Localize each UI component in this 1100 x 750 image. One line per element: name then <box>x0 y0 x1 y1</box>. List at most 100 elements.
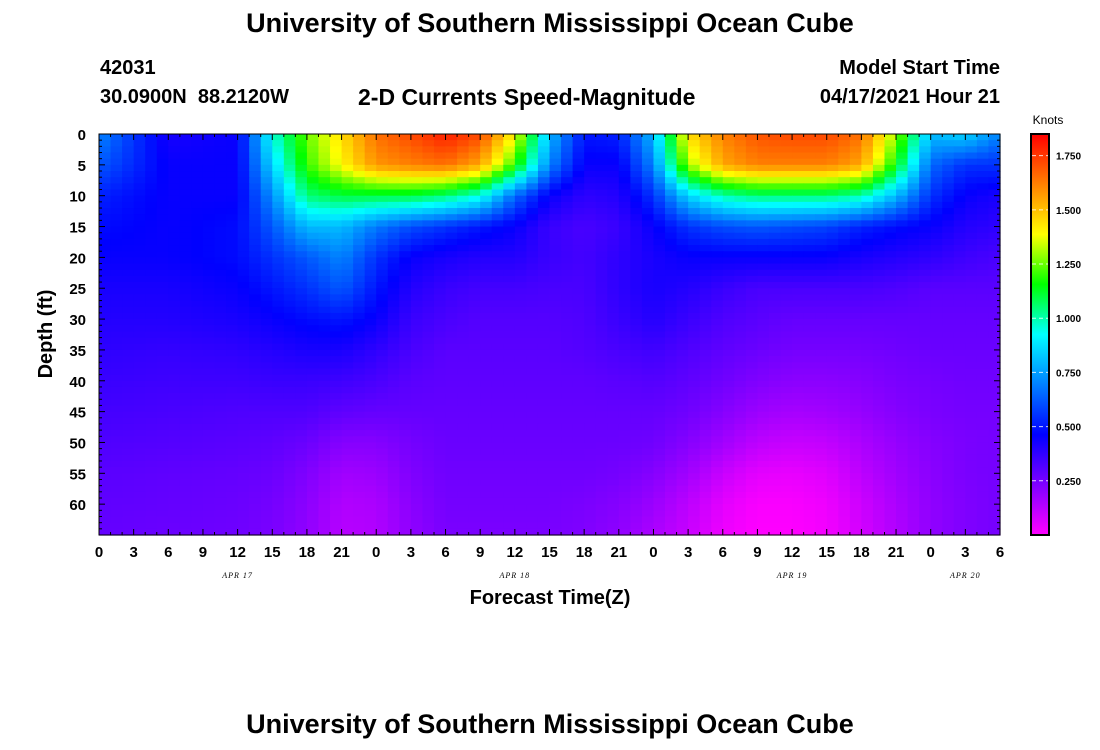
heatmap-cell <box>295 325 308 333</box>
heatmap-cell <box>607 214 620 221</box>
heatmap-cell <box>445 491 458 499</box>
heatmap-cell <box>133 294 146 302</box>
heatmap-cell <box>283 479 296 487</box>
heatmap-cell <box>295 467 308 474</box>
heatmap-cell <box>295 152 308 160</box>
heatmap-cell <box>965 405 978 413</box>
heatmap-cell <box>815 343 828 351</box>
heatmap-cell <box>168 386 181 394</box>
heatmap-cell <box>422 189 435 197</box>
heatmap-cell <box>849 454 862 462</box>
heatmap-cell <box>988 485 1001 493</box>
heatmap-cell <box>364 208 377 215</box>
heatmap-cell <box>768 454 782 462</box>
heatmap-cell <box>572 516 585 524</box>
heatmap-cell <box>468 312 481 320</box>
heatmap-cell <box>491 319 504 326</box>
heatmap-cell <box>896 368 909 376</box>
heatmap-cell <box>480 171 493 178</box>
heatmap-cell <box>976 337 990 345</box>
heatmap-cell <box>491 294 504 302</box>
heatmap-cell <box>919 399 932 407</box>
heatmap-cell <box>122 349 135 357</box>
heatmap-cell <box>757 337 770 345</box>
heatmap-cell <box>237 454 250 462</box>
heatmap-cell <box>457 411 470 419</box>
heatmap-cell <box>907 275 920 283</box>
heatmap-cell <box>283 269 296 277</box>
heatmap-cell <box>699 220 712 228</box>
heatmap-cell <box>376 491 389 499</box>
heatmap-cell <box>341 282 354 289</box>
heatmap-cell <box>757 405 770 413</box>
heatmap-cell <box>953 356 966 363</box>
heatmap-cell <box>445 189 458 197</box>
heatmap-cell <box>549 337 562 345</box>
heatmap-cell <box>780 448 793 456</box>
heatmap-cell <box>849 189 862 197</box>
heatmap-cell <box>745 510 759 518</box>
heatmap-cell <box>306 158 320 166</box>
heatmap-cell <box>318 146 331 154</box>
heatmap-cell <box>410 288 424 295</box>
heatmap-cell <box>607 238 620 246</box>
heatmap-cell <box>387 294 400 302</box>
heatmap-cell <box>792 312 805 320</box>
heatmap-cell <box>214 134 227 141</box>
heatmap-cell <box>376 386 389 394</box>
heatmap-cell <box>792 282 805 289</box>
heatmap-cell <box>699 436 712 444</box>
heatmap-cell <box>676 423 689 431</box>
heatmap-cell <box>272 288 285 295</box>
heatmap-cell <box>618 362 631 370</box>
heatmap-cell <box>896 442 909 450</box>
heatmap-cell <box>549 319 562 326</box>
heatmap-cell <box>607 485 620 493</box>
heatmap-cell <box>249 275 262 283</box>
heatmap-cell <box>722 362 735 370</box>
heatmap-cell <box>249 319 262 326</box>
heatmap-cell <box>653 349 666 357</box>
heatmap-cell <box>295 442 308 450</box>
heatmap-cell <box>341 454 354 462</box>
heatmap-cell <box>202 146 216 154</box>
heatmap-cell <box>919 368 932 376</box>
heatmap-cell <box>561 245 574 252</box>
heatmap-cell <box>745 171 759 178</box>
heatmap-cell <box>907 337 920 345</box>
heatmap-cell <box>202 288 216 295</box>
heatmap-cell <box>988 479 1001 487</box>
heatmap-cell <box>330 319 343 326</box>
heatmap-cell <box>410 485 424 493</box>
heatmap-cell <box>815 152 828 160</box>
heatmap-cell <box>988 491 1001 499</box>
heatmap-cell <box>699 485 712 493</box>
heatmap-cell <box>526 479 539 487</box>
heatmap-cell <box>780 140 793 147</box>
heatmap-cell <box>433 331 447 339</box>
heatmap-cell <box>214 245 227 252</box>
heatmap-cell <box>653 177 666 184</box>
heatmap-cell <box>110 152 123 160</box>
heatmap-cell <box>191 423 204 431</box>
heatmap-cell <box>491 325 504 333</box>
heatmap-cell <box>734 516 747 524</box>
heatmap-cell <box>145 479 158 487</box>
heatmap-cell <box>491 158 504 166</box>
heatmap-cell <box>422 214 435 221</box>
heatmap-cell <box>399 134 412 141</box>
heatmap-cell <box>168 510 181 518</box>
heatmap-cell <box>734 448 747 456</box>
heatmap-cell <box>145 288 158 295</box>
heatmap-cell <box>549 368 562 376</box>
heatmap-cell <box>757 282 770 289</box>
heatmap-cell <box>237 238 250 246</box>
heatmap-cell <box>722 343 735 351</box>
heatmap-cell <box>387 152 400 160</box>
heatmap-cell <box>110 386 123 394</box>
heatmap-cell <box>884 306 897 314</box>
heatmap-cell <box>561 189 574 197</box>
heatmap-cell <box>838 485 851 493</box>
heatmap-cell <box>491 386 504 394</box>
heatmap-cell <box>376 393 389 400</box>
